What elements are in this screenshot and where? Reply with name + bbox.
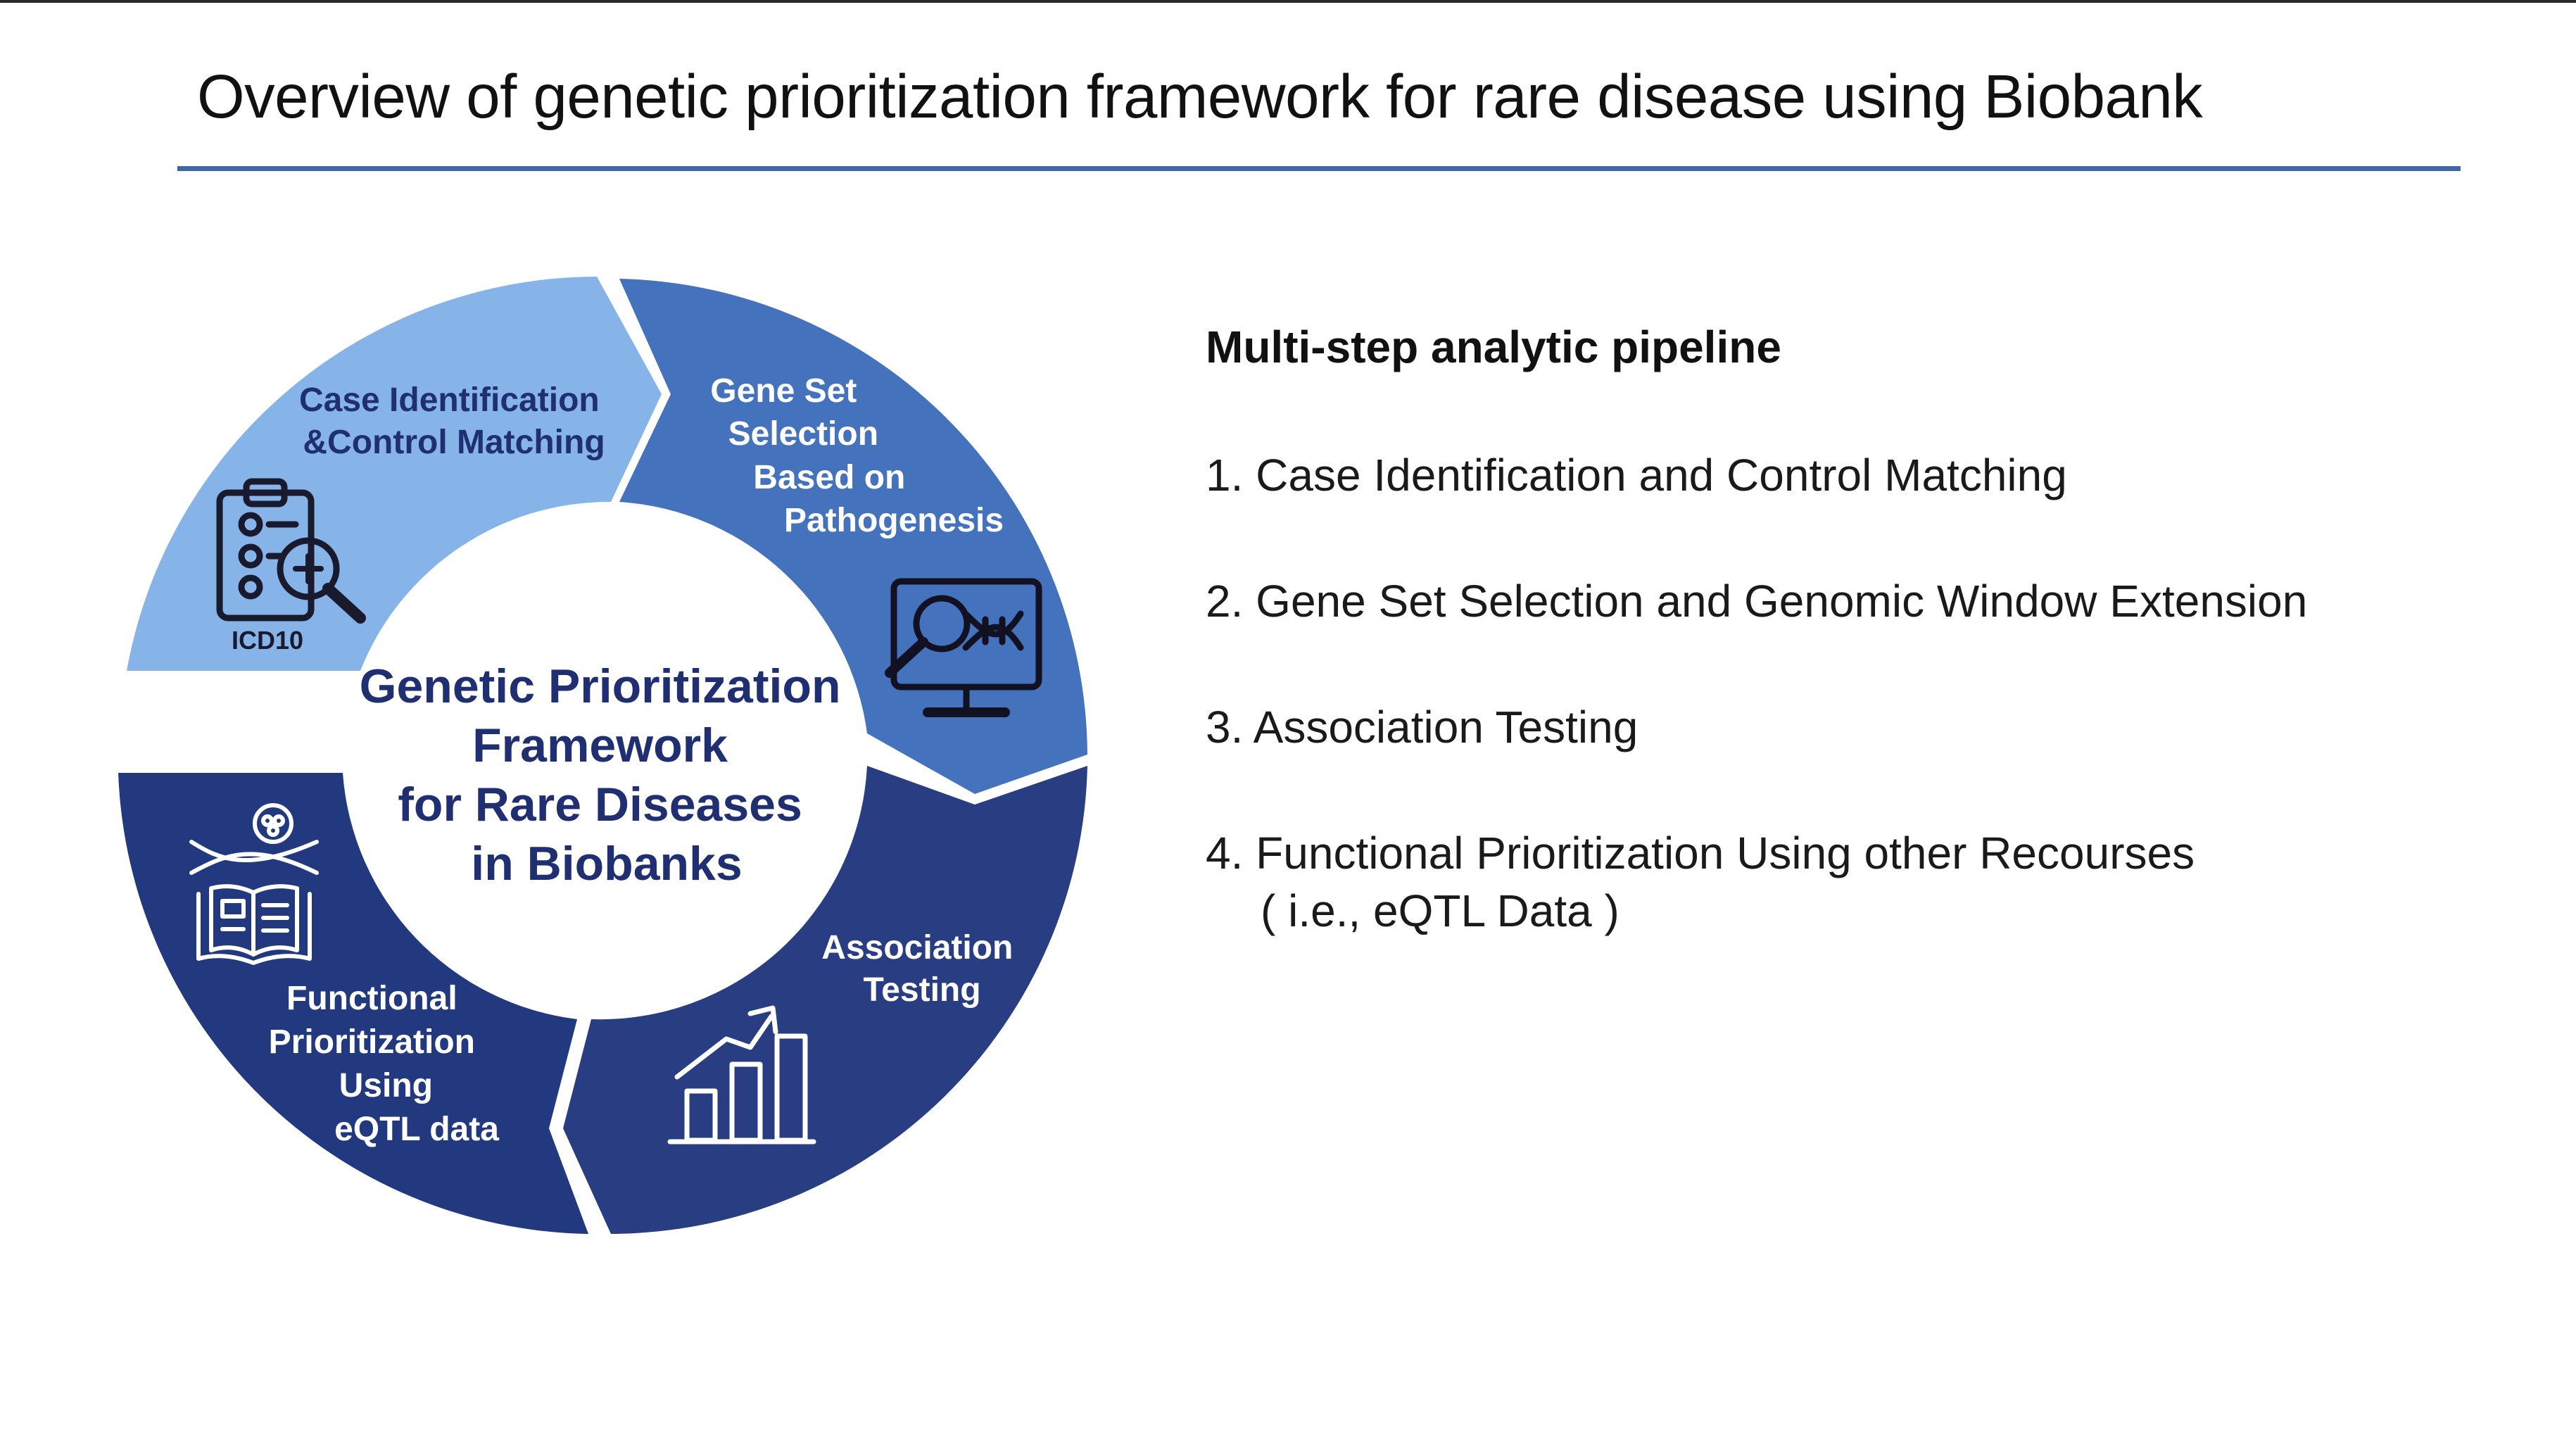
- pipeline-heading: Multi-step analytic pipeline: [1206, 322, 1781, 372]
- step-subtext: ( i.e., eQTL Data ): [1261, 885, 1620, 936]
- segment-gene-set-label-line: Selection: [728, 415, 878, 453]
- pipeline-step: 2. Gene Set Selection and Genomic Window…: [1206, 572, 2543, 630]
- segment-gene-set-selection: [619, 279, 1087, 794]
- pipeline-step: 3. Association Testing: [1206, 698, 2543, 756]
- segment-association-testing: [563, 766, 1087, 1234]
- segment-case-identification: [127, 277, 662, 671]
- center-title-line: in Biobanks: [471, 837, 742, 890]
- segment-gene-set-label-line: Pathogenesis: [784, 502, 1004, 539]
- dna-book-icon: [189, 803, 319, 965]
- clipboard-checklist-magnifier-icon: [216, 478, 366, 624]
- segment-case-label-line: &Control Matching: [303, 424, 605, 461]
- framework-cycle-diagram: Case Identification &Control Matching Ge…: [118, 277, 1087, 1234]
- segment-gene-set-label-line: Gene Set: [710, 372, 857, 410]
- segment-gene-set-label: Gene Set Selection Based on Pathogenesis: [710, 372, 1004, 539]
- slide-title: Overview of genetic prioritization frame…: [197, 63, 2203, 131]
- top-border: [0, 0, 2576, 3]
- segment-functional-label-line: Prioritization: [269, 1023, 475, 1061]
- step-text: Association Testing: [1253, 702, 1639, 752]
- center-title-line: Framework: [472, 719, 728, 772]
- segment-functional-label-line: Using: [339, 1067, 433, 1104]
- icd10-caption: ICD10: [232, 626, 303, 655]
- center-title-line: for Rare Diseases: [398, 778, 802, 831]
- step-number: 4.: [1206, 828, 1244, 878]
- monitor-dna-magnifier-icon: [885, 578, 1042, 717]
- cycle-center-title: Genetic Prioritization Framework for Rar…: [360, 660, 854, 890]
- pipeline-step: 1. Case Identification and Control Match…: [1206, 446, 2543, 504]
- title-underline: [177, 166, 2461, 171]
- step-text: Gene Set Selection and Genomic Window Ex…: [1256, 576, 2308, 626]
- segment-gene-set-label-line: Based on: [753, 459, 905, 496]
- segment-case-label-line: Case Identification: [299, 382, 600, 419]
- segment-association-label-line: Testing: [863, 971, 980, 1009]
- step-number: 3.: [1206, 702, 1244, 752]
- pipeline-panel: Multi-step analytic pipeline 1. Case Ide…: [1206, 321, 2543, 1008]
- segment-functional-label-line: eQTL data: [334, 1111, 499, 1148]
- step-number: 2.: [1206, 576, 1244, 626]
- segment-functional-label: Functional Prioritization Using eQTL dat…: [269, 980, 500, 1148]
- rising-bar-chart-icon: [667, 1005, 816, 1145]
- pipeline-step: 4. Functional Prioritization Using other…: [1206, 824, 2543, 940]
- segment-association-label: Association Testing: [821, 929, 1022, 1009]
- step-number: 1.: [1206, 450, 1244, 500]
- step-text: Functional Prioritization Using other Re…: [1256, 828, 2195, 878]
- center-title-line: Genetic Prioritization: [360, 660, 841, 713]
- segment-association-label-line: Association: [821, 929, 1013, 966]
- step-text: Case Identification and Control Matching: [1256, 450, 2067, 500]
- segment-case-label: Case Identification &Control Matching: [299, 382, 609, 461]
- segment-functional-label-line: Functional: [286, 980, 457, 1017]
